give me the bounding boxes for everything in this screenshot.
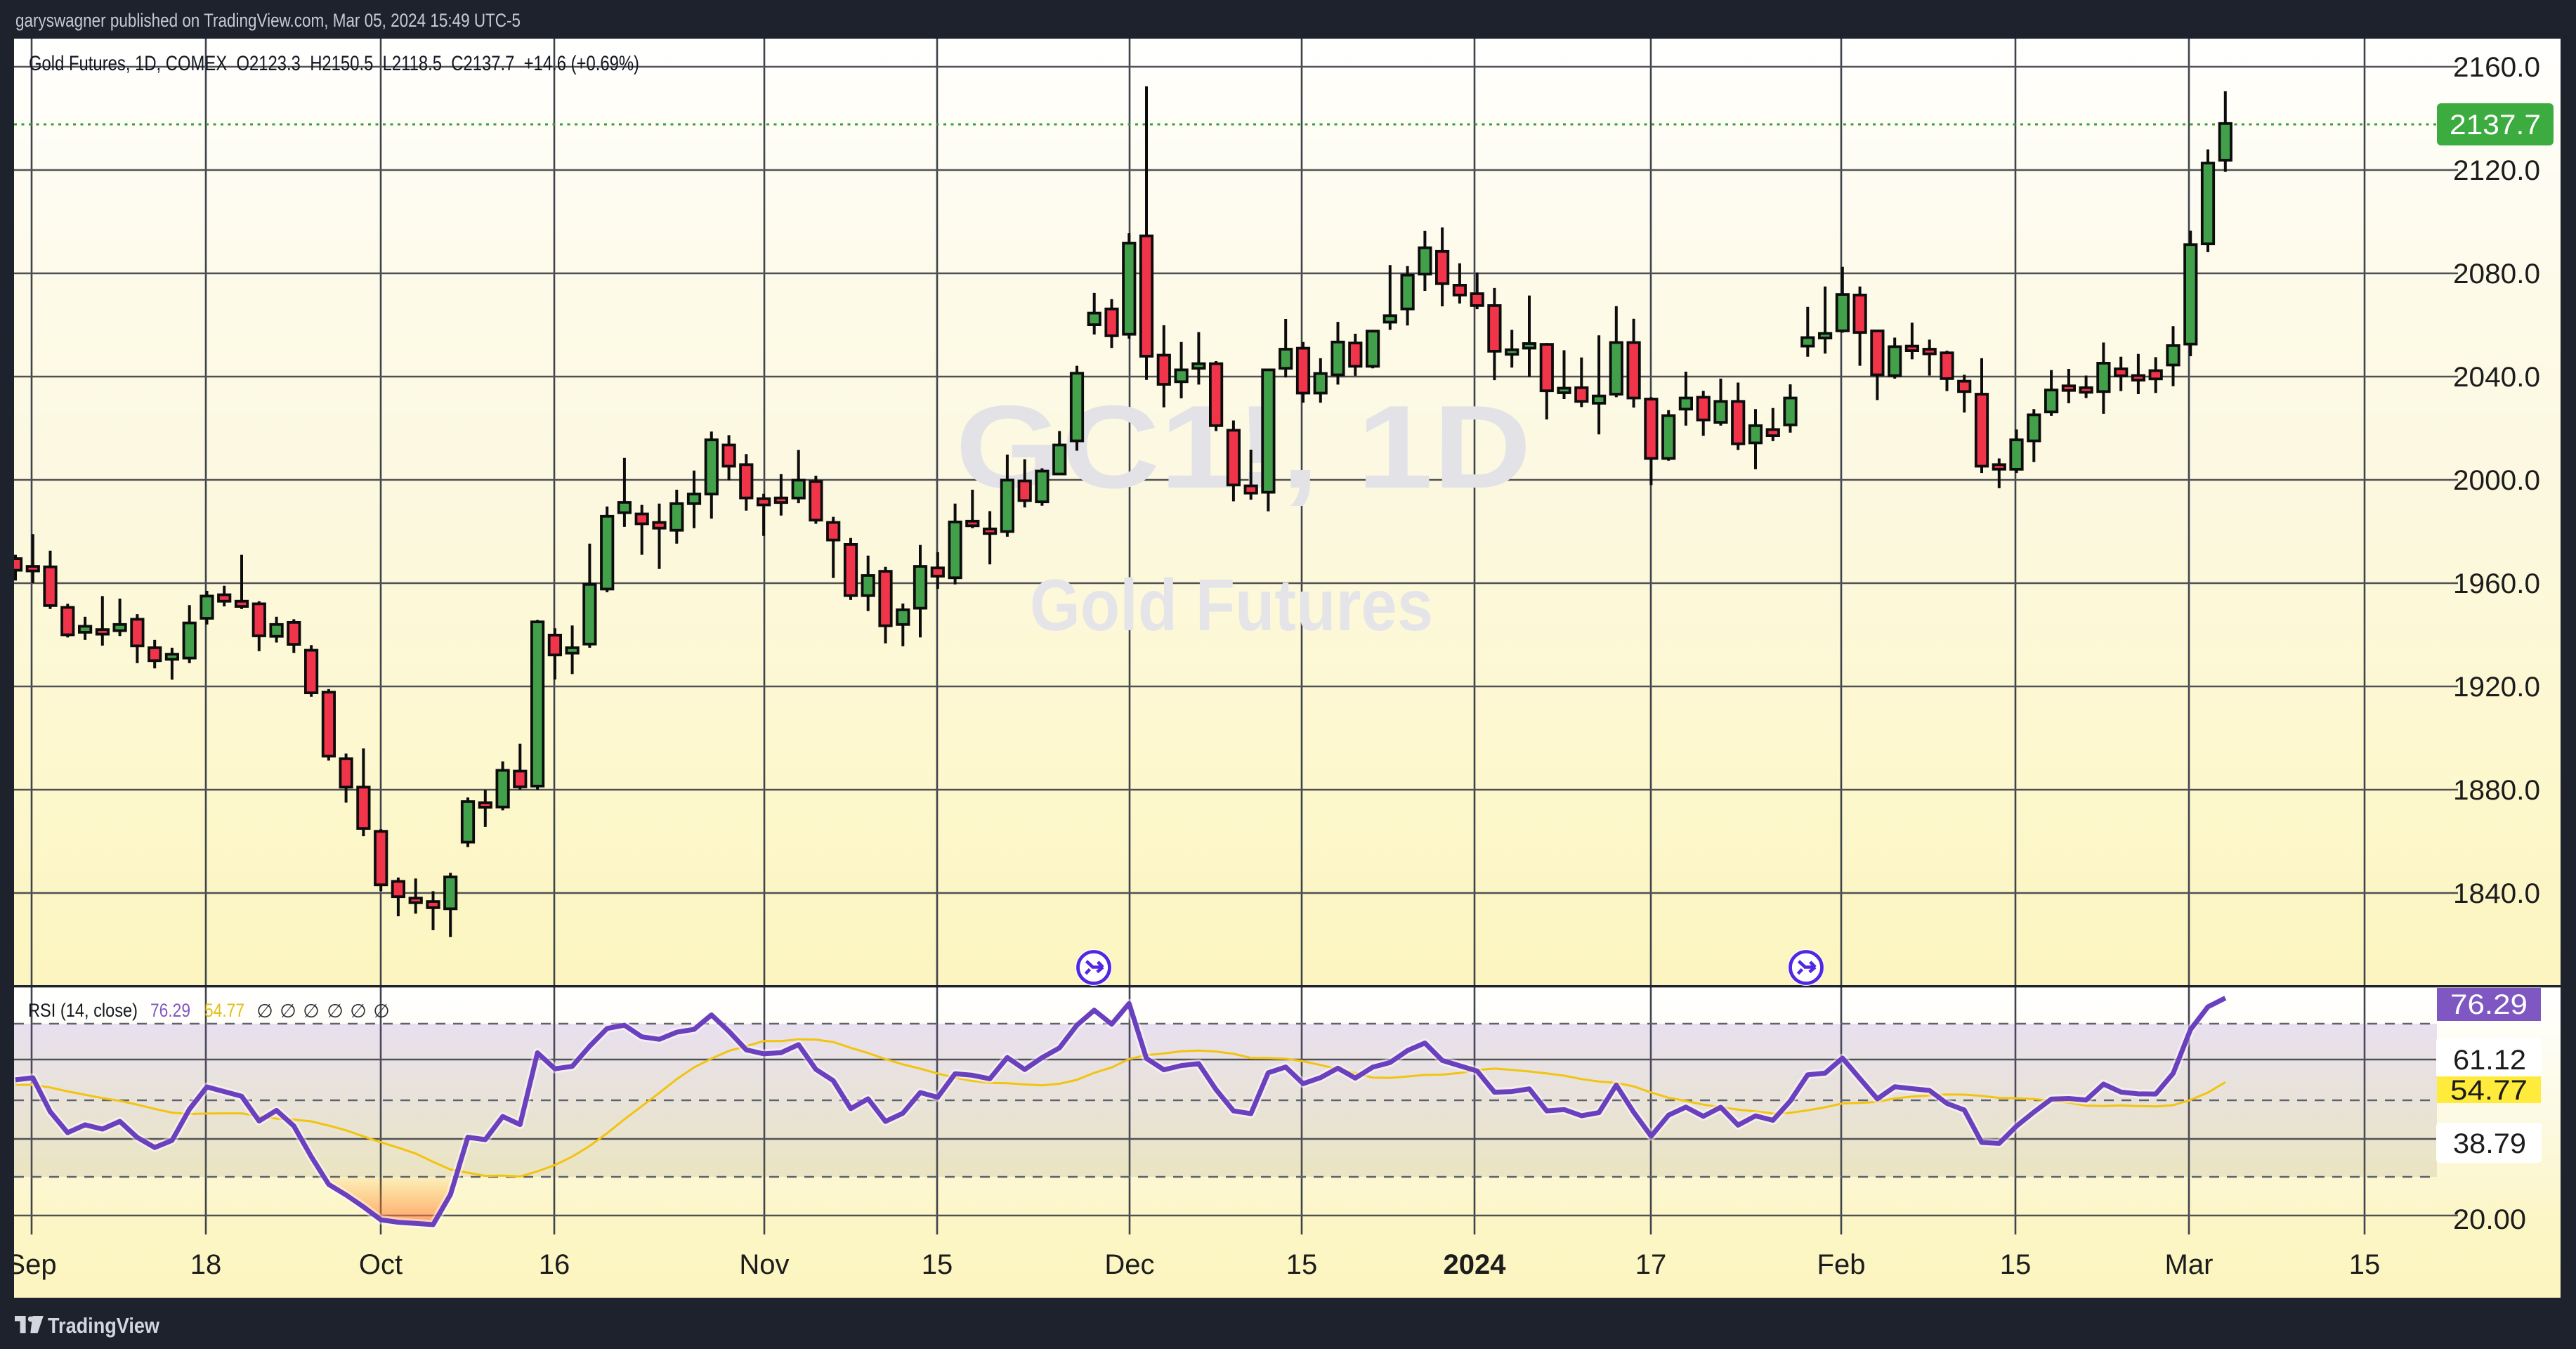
svg-text:∅: ∅ <box>303 1001 320 1022</box>
svg-text:∅: ∅ <box>256 1001 273 1022</box>
svg-text:2137.7: 2137.7 <box>2450 110 2541 141</box>
svg-text:38.79: 38.79 <box>2453 1128 2526 1159</box>
svg-text:∅: ∅ <box>350 1001 367 1022</box>
svg-text:1960.0: 1960.0 <box>2453 568 2540 599</box>
svg-text:18: 18 <box>190 1249 222 1280</box>
svg-text:2080.0: 2080.0 <box>2453 259 2540 289</box>
svg-text:TradingView: TradingView <box>48 1313 160 1338</box>
svg-text:2040.0: 2040.0 <box>2453 362 2540 393</box>
svg-text:15: 15 <box>1286 1249 1318 1280</box>
svg-text:16: 16 <box>539 1249 570 1280</box>
svg-text:Gold Futures, 1D, COMEX O2123: Gold Futures, 1D, COMEX O2123.3 H2150.5 … <box>29 52 639 75</box>
svg-text:Oct: Oct <box>359 1249 403 1280</box>
svg-text:1840.0: 1840.0 <box>2453 878 2540 909</box>
svg-text:15: 15 <box>2349 1249 2381 1280</box>
svg-text:20.00: 20.00 <box>2453 1204 2526 1235</box>
svg-text:∅: ∅ <box>373 1001 390 1022</box>
svg-text:54.77: 54.77 <box>204 1000 244 1021</box>
svg-text:garyswagner published on Tradi: garyswagner published on TradingView.com… <box>15 10 521 31</box>
svg-text:Nov: Nov <box>739 1249 789 1280</box>
svg-text:Dec: Dec <box>1104 1249 1154 1280</box>
svg-text:54.77: 54.77 <box>2450 1075 2528 1106</box>
svg-text:Sep: Sep <box>6 1249 56 1280</box>
svg-text:∅: ∅ <box>327 1001 344 1022</box>
svg-text:Gold Futures: Gold Futures <box>1030 565 1433 646</box>
svg-text:1880.0: 1880.0 <box>2453 775 2540 806</box>
svg-text:2120.0: 2120.0 <box>2453 155 2540 186</box>
svg-text:∅: ∅ <box>280 1001 296 1022</box>
svg-text:Mar: Mar <box>2165 1249 2214 1280</box>
svg-text:Feb: Feb <box>1817 1249 1866 1280</box>
svg-text:61.12: 61.12 <box>2453 1045 2526 1076</box>
svg-text:2160.0: 2160.0 <box>2453 52 2540 83</box>
svg-text:GC1!, 1D: GC1!, 1D <box>955 381 1531 513</box>
svg-text:17: 17 <box>1635 1249 1667 1280</box>
svg-text:15: 15 <box>2000 1249 2032 1280</box>
svg-text:RSI (14, close): RSI (14, close) <box>28 1000 138 1021</box>
svg-text:2024: 2024 <box>1444 1249 1507 1280</box>
svg-text:76.29: 76.29 <box>2450 989 2528 1020</box>
svg-text:1920.0: 1920.0 <box>2453 672 2540 703</box>
svg-text:15: 15 <box>922 1249 953 1280</box>
svg-text:2000.0: 2000.0 <box>2453 465 2540 496</box>
svg-text:76.29: 76.29 <box>150 1000 190 1021</box>
